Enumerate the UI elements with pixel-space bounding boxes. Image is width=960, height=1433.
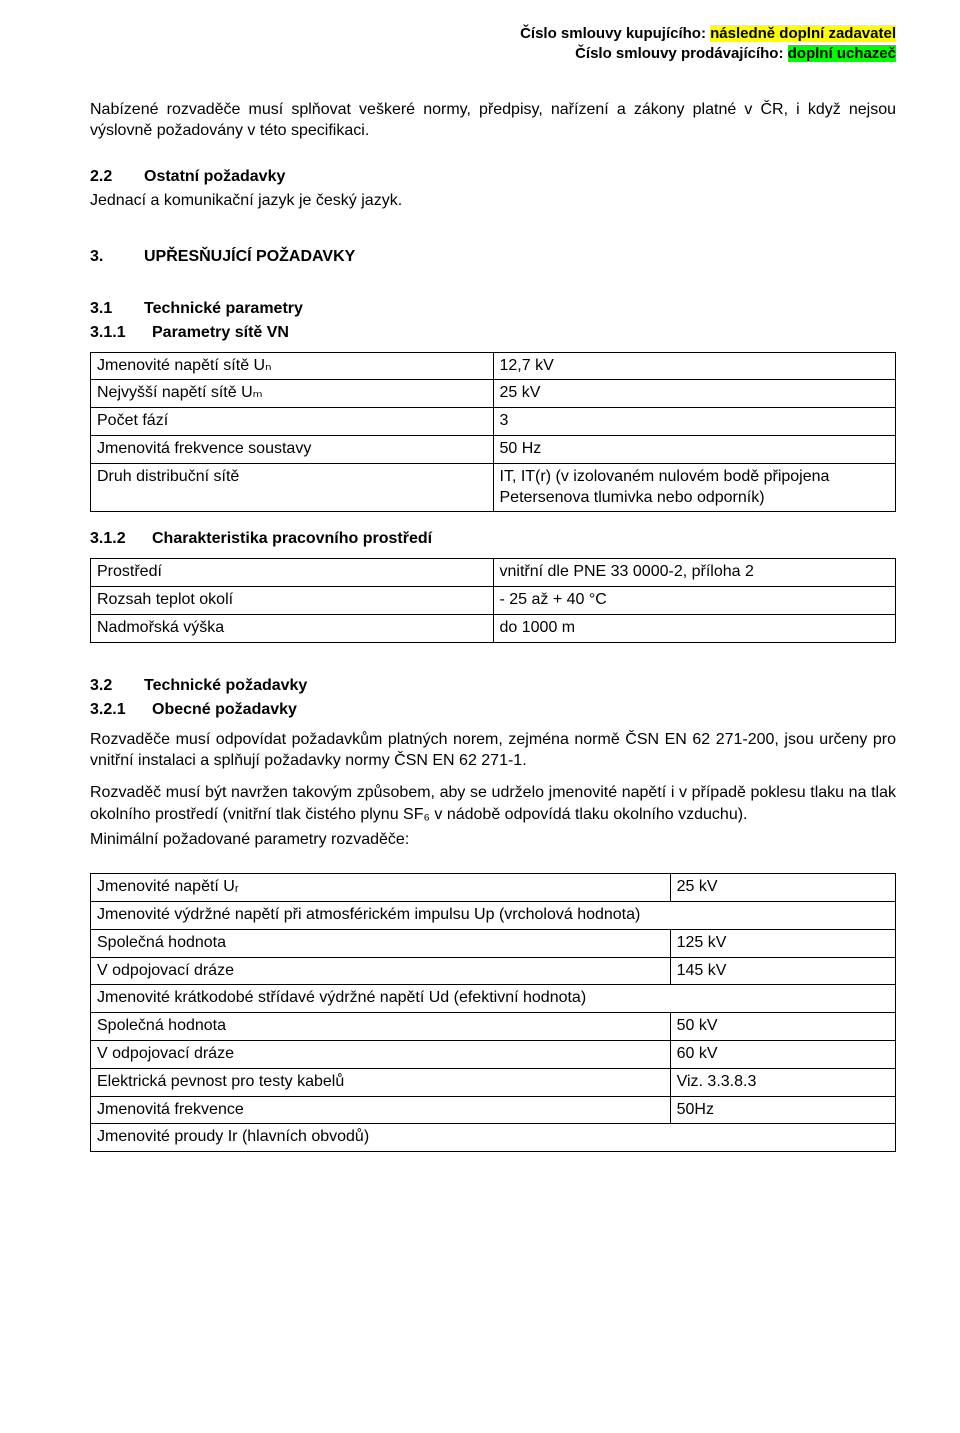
table-row: Jmenovitá frekvence soustavy 50 Hz: [91, 436, 896, 464]
header-line-1: Číslo smlouvy kupujícího: následně dopln…: [90, 24, 896, 44]
table-row: V odpojovací dráze 60 kV: [91, 1041, 896, 1069]
cell-label: Nejvyšší napětí sítě Uₘ: [91, 380, 494, 408]
cell-value: do 1000 m: [493, 615, 896, 643]
cell-label: Společná hodnota: [91, 929, 671, 957]
section-title: Charakteristika pracovního prostředí: [152, 530, 432, 547]
table-row: Nadmořská výška do 1000 m: [91, 615, 896, 643]
section-num: 2.2: [90, 168, 144, 186]
header-label-1: Číslo smlouvy kupujícího:: [520, 25, 710, 42]
section-3-2-1-para3: Minimální požadované parametry rozvaděče…: [90, 831, 896, 849]
cell-value: 25 kV: [670, 874, 895, 902]
section-2-2-heading: 2.2Ostatní požadavky: [90, 168, 896, 186]
header-line-2: Číslo smlouvy prodávajícího: doplní ucha…: [90, 44, 896, 64]
section-num: 3.: [90, 248, 144, 266]
cell-value: - 25 až + 40 °C: [493, 587, 896, 615]
cell-label: Jmenovitá frekvence soustavy: [91, 436, 494, 464]
cell-value: 125 kV: [670, 929, 895, 957]
cell-label: Elektrická pevnost pro testy kabelů: [91, 1068, 671, 1096]
cell-value: 50Hz: [670, 1096, 895, 1124]
section-num: 3.1.2: [90, 530, 152, 548]
section-3-1-1-heading: 3.1.1Parametry sítě VN: [90, 324, 896, 342]
table-row: Jmenovité napětí Uᵣ 25 kV: [91, 874, 896, 902]
cell-label: Jmenovitá frekvence: [91, 1096, 671, 1124]
section-3-2-1-para2: Rozvaděč musí být navržen takovým způsob…: [90, 782, 896, 825]
section-title: Technické parametry: [144, 300, 303, 317]
table-row: Prostředí vnitřní dle PNE 33 0000-2, pří…: [91, 559, 896, 587]
cell-value: 145 kV: [670, 957, 895, 985]
table-row: Společná hodnota 125 kV: [91, 929, 896, 957]
intro-paragraph: Nabízené rozvaděče musí splňovat veškeré…: [90, 99, 896, 142]
section-3-2-1-para1: Rozvaděče musí odpovídat požadavkům plat…: [90, 729, 896, 772]
section-3-2-heading: 3.2Technické požadavky: [90, 677, 896, 695]
cell-value: 50 Hz: [493, 436, 896, 464]
cell-label: Společná hodnota: [91, 1013, 671, 1041]
section-title: Technické požadavky: [144, 677, 307, 694]
section-3-1-heading: 3.1Technické parametry: [90, 300, 896, 318]
section-3-1-2-heading: 3.1.2Charakteristika pracovního prostřed…: [90, 530, 896, 548]
table-row: Jmenovité napětí sítě Uₙ 12,7 kV: [91, 352, 896, 380]
table-pracovni-prostredi: Prostředí vnitřní dle PNE 33 0000-2, pří…: [90, 558, 896, 642]
cell-label: Nadmořská výška: [91, 615, 494, 643]
cell-span: Jmenovité proudy Ir (hlavních obvodů): [91, 1124, 896, 1152]
section-num: 3.1.1: [90, 324, 152, 342]
cell-value: 60 kV: [670, 1041, 895, 1069]
table-parametry-rozvadece: Jmenovité napětí Uᵣ 25 kV Jmenovité výdr…: [90, 873, 896, 1152]
table-row: Jmenovité výdržné napětí při atmosférick…: [91, 902, 896, 930]
section-2-2-text: Jednací a komunikační jazyk je český jaz…: [90, 192, 896, 210]
table-row: Nejvyšší napětí sítě Uₘ 25 kV: [91, 380, 896, 408]
table-row: Jmenovité proudy Ir (hlavních obvodů): [91, 1124, 896, 1152]
cell-label: Jmenovité napětí sítě Uₙ: [91, 352, 494, 380]
header-highlight-1: následně doplní zadavatel: [710, 25, 896, 42]
cell-label: Prostředí: [91, 559, 494, 587]
cell-span: Jmenovité výdržné napětí při atmosférick…: [91, 902, 896, 930]
section-title: Ostatní požadavky: [144, 168, 285, 185]
cell-value: 3: [493, 408, 896, 436]
cell-value: 50 kV: [670, 1013, 895, 1041]
document-header: Číslo smlouvy kupujícího: následně dopln…: [90, 24, 896, 65]
table-row: Společná hodnota 50 kV: [91, 1013, 896, 1041]
cell-label: Jmenovité napětí Uᵣ: [91, 874, 671, 902]
cell-label: V odpojovací dráze: [91, 957, 671, 985]
header-label-2: Číslo smlouvy prodávajícího:: [575, 45, 788, 62]
cell-label: V odpojovací dráze: [91, 1041, 671, 1069]
cell-label: Druh distribuční sítě: [91, 463, 494, 512]
cell-value: Viz. 3.3.8.3: [670, 1068, 895, 1096]
table-row: Rozsah teplot okolí - 25 až + 40 °C: [91, 587, 896, 615]
section-title: UPŘESŇUJÍCÍ POŽADAVKY: [144, 248, 355, 265]
cell-label: Počet fází: [91, 408, 494, 436]
table-parametry-site-vn: Jmenovité napětí sítě Uₙ 12,7 kV Nejvyšš…: [90, 352, 896, 513]
header-highlight-2: doplní uchazeč: [788, 45, 896, 62]
table-row: Jmenovité krátkodobé střídavé výdržné na…: [91, 985, 896, 1013]
cell-value: 12,7 kV: [493, 352, 896, 380]
table-row: Elektrická pevnost pro testy kabelů Viz.…: [91, 1068, 896, 1096]
table-row: Jmenovitá frekvence 50Hz: [91, 1096, 896, 1124]
cell-value: 25 kV: [493, 380, 896, 408]
document-page: Číslo smlouvy kupujícího: následně dopln…: [0, 0, 960, 1433]
cell-value: IT, IT(r) (v izolovaném nulovém bodě při…: [493, 463, 896, 512]
section-3-2-1-heading: 3.2.1Obecné požadavky: [90, 701, 896, 719]
section-title: Obecné požadavky: [152, 701, 297, 718]
section-num: 3.1: [90, 300, 144, 318]
cell-value: vnitřní dle PNE 33 0000-2, příloha 2: [493, 559, 896, 587]
table-row: Počet fází 3: [91, 408, 896, 436]
section-title: Parametry sítě VN: [152, 324, 289, 341]
cell-span: Jmenovité krátkodobé střídavé výdržné na…: [91, 985, 896, 1013]
section-num: 3.2: [90, 677, 144, 695]
section-num: 3.2.1: [90, 701, 152, 719]
section-3-heading: 3.UPŘESŇUJÍCÍ POŽADAVKY: [90, 248, 896, 266]
cell-label: Rozsah teplot okolí: [91, 587, 494, 615]
table-row: Druh distribuční sítě IT, IT(r) (v izolo…: [91, 463, 896, 512]
table-row: V odpojovací dráze 145 kV: [91, 957, 896, 985]
